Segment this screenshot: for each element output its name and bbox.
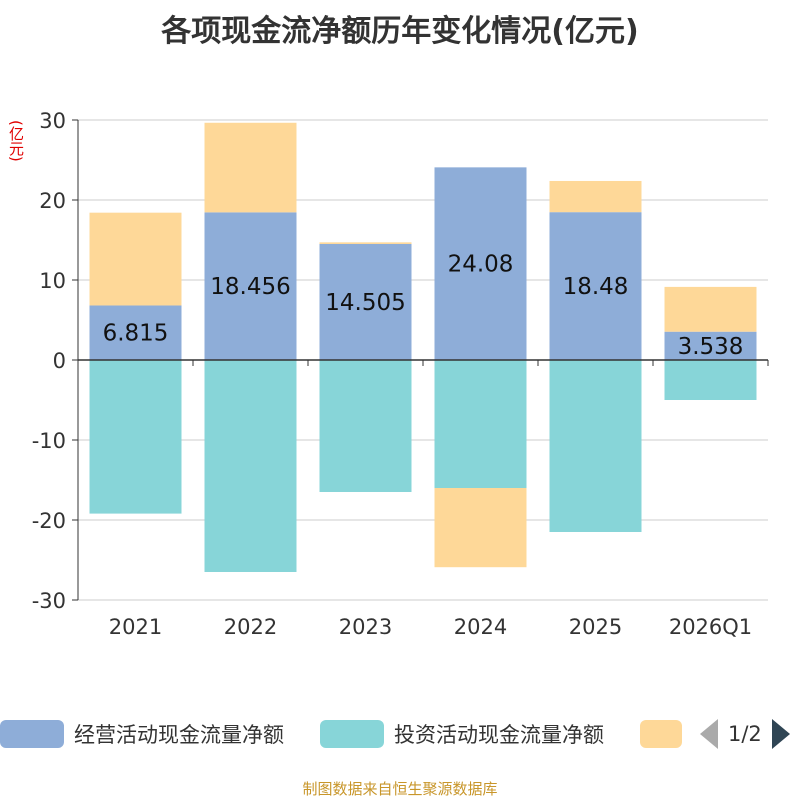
legend-next-page-icon[interactable]	[771, 719, 790, 749]
bar-investing-2025[interactable]	[549, 360, 642, 532]
y-tick-label: 20	[39, 189, 66, 213]
x-tick-label: 2022	[224, 615, 277, 639]
data-label-2022: 18.456	[210, 274, 290, 300]
y-tick-label: 10	[39, 269, 66, 293]
axes: 30 20 10 0 -10 -20 -30 2021 2022 2023 2024 2025 2026…	[32, 109, 769, 639]
bar-financing-2021[interactable]	[89, 212, 182, 306]
bar-operating-2025[interactable]	[549, 212, 642, 360]
legend-prev-page-icon[interactable]	[700, 719, 718, 749]
bars	[89, 122, 757, 572]
x-tick-label: 2023	[339, 615, 392, 639]
bar-financing-2026Q1[interactable]	[664, 286, 757, 332]
legend-page-indicator: 1/2	[728, 722, 762, 746]
legend-item-investing[interactable]: 投资活动现金流量净额	[320, 712, 604, 756]
x-tick-label: 2024	[454, 615, 507, 639]
bar-operating-2022[interactable]	[204, 212, 297, 360]
bar-financing-2022[interactable]	[204, 122, 297, 213]
y-tick-label: -10	[32, 429, 66, 453]
y-tick-label: -30	[32, 589, 66, 613]
data-label-2026Q1: 3.538	[678, 334, 744, 360]
legend-pager: 1/2	[700, 712, 790, 756]
data-source-note: 制图数据来自恒生聚源数据库	[302, 780, 498, 798]
y-tick-label: 30	[39, 109, 66, 133]
legend-label-operating: 经营活动现金流量净额	[74, 723, 284, 747]
bar-operating-2023[interactable]	[319, 243, 412, 360]
bar-investing-2024[interactable]	[434, 360, 527, 488]
bar-operating-2024[interactable]	[434, 167, 527, 360]
legend-swatch-investing	[320, 720, 384, 748]
data-label-2024: 24.08	[448, 252, 514, 278]
bar-investing-2023[interactable]	[319, 360, 412, 492]
data-labels: 6.815 18.456 14.505 24.08 18.48 3.538	[103, 252, 744, 360]
x-tick-label: 2025	[569, 615, 622, 639]
x-tick-label: 2026Q1	[669, 615, 752, 639]
legend-label-investing: 投资活动现金流量净额	[394, 723, 604, 747]
legend-item-financing[interactable]	[640, 712, 692, 756]
bar-financing-2023[interactable]	[319, 242, 412, 244]
data-label-2021: 6.815	[103, 321, 169, 347]
x-tick-label: 2021	[109, 615, 162, 639]
legend: 经营活动现金流量净额 投资活动现金流量净额 1/2	[0, 712, 800, 756]
bar-operating-2026Q1[interactable]	[664, 331, 757, 360]
y-tick-label: 0	[53, 349, 66, 373]
y-tick-label: -20	[32, 509, 66, 533]
chart-title: 各项现金流净额历年变化情况(亿元)	[161, 14, 639, 49]
y-axis-unit-label: (亿元)	[7, 120, 25, 162]
legend-swatch-operating	[0, 720, 64, 748]
bar-financing-2024[interactable]	[434, 488, 527, 568]
bar-investing-2026Q1[interactable]	[664, 360, 757, 400]
bar-financing-2025[interactable]	[549, 180, 642, 213]
bar-chart: 30 20 10 0 -10 -20 -30 2021 2022 2023 2024 2025 2026…	[32, 109, 769, 639]
bar-operating-2021[interactable]	[89, 305, 182, 360]
data-label-2023: 14.505	[325, 290, 405, 316]
data-label-2025: 18.48	[563, 274, 629, 300]
legend-swatch-financing	[640, 720, 682, 748]
legend-item-operating[interactable]: 经营活动现金流量净额	[0, 712, 284, 756]
bar-investing-2021[interactable]	[89, 360, 182, 514]
bar-investing-2022[interactable]	[204, 360, 297, 572]
